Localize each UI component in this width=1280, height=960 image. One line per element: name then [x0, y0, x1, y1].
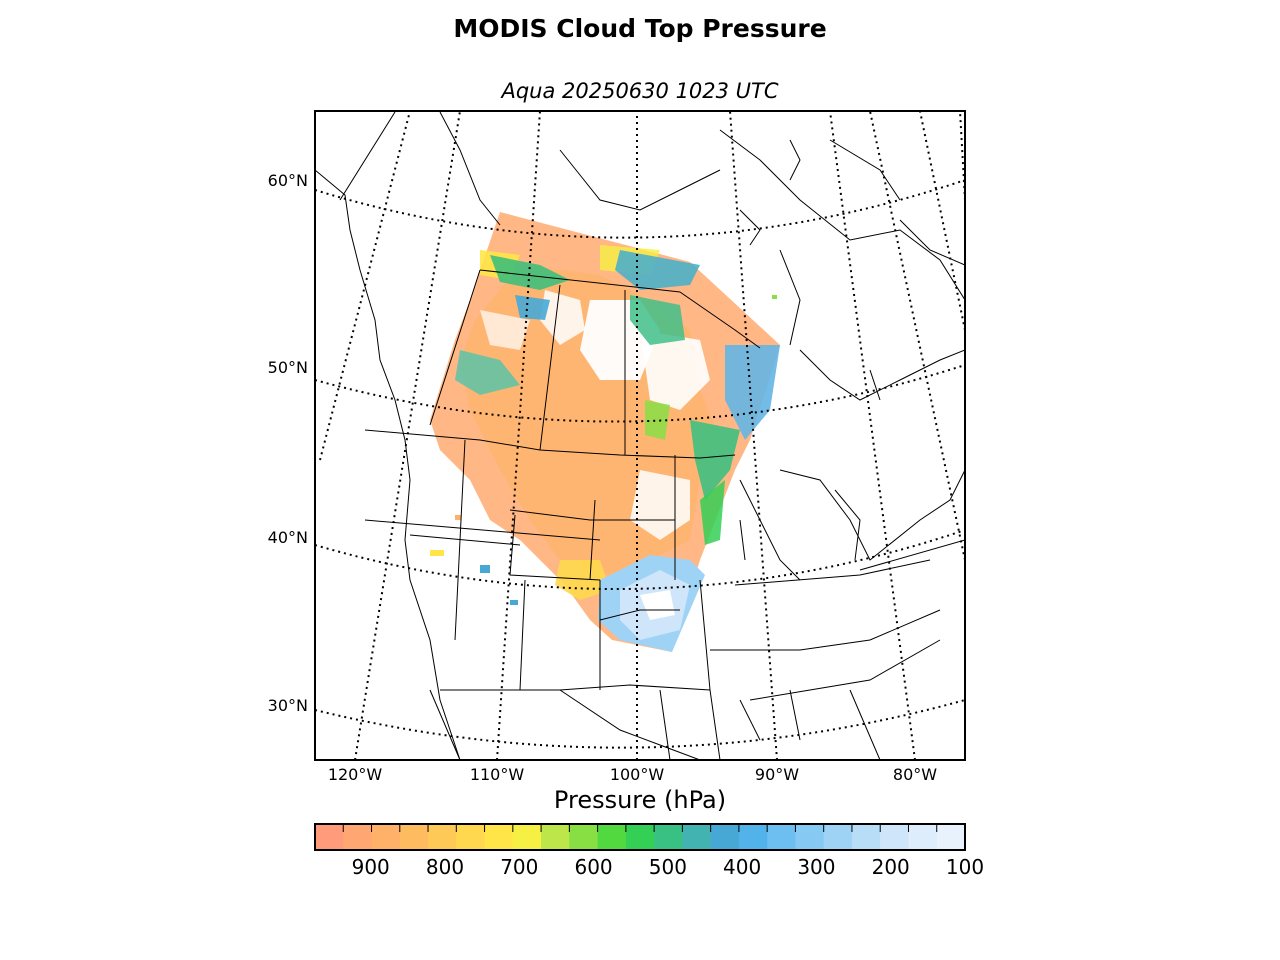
colorbar-segment [315, 824, 344, 850]
colorbar-segment [512, 824, 542, 850]
colorbar-segment [682, 824, 712, 850]
colorbar-frame [314, 823, 966, 851]
colorbar-segment [908, 824, 938, 850]
coastlines-borders [315, 111, 965, 760]
colorbar-segment [851, 824, 881, 850]
colorbar-segment [343, 824, 373, 850]
graticule [315, 111, 965, 760]
colorbar-segment [484, 824, 514, 850]
colorbar-segment [428, 824, 457, 850]
colorbar-tick-label: 700 [500, 855, 538, 879]
lat-label-40: 40°N [268, 528, 308, 547]
lat-label-60: 60°N [268, 171, 308, 190]
lon-label-80: 80°W [893, 765, 937, 784]
colorbar-segment [541, 824, 570, 850]
figure-title: MODIS Cloud Top Pressure [453, 14, 827, 43]
colorbar-tick-label: 200 [872, 855, 910, 879]
colorbar-tick-label: 100 [946, 855, 984, 879]
colorbar-tick-label: 400 [723, 855, 761, 879]
colorbar-segment [880, 824, 910, 850]
colorbar-segment [710, 824, 740, 850]
colorbar-label: Pressure (hPa) [553, 786, 727, 814]
lat-label-50: 50°N [268, 358, 308, 377]
colorbar-tick-label: 800 [426, 855, 464, 879]
colorbar-segment [399, 824, 429, 850]
colorbar-segment [823, 824, 853, 850]
colorbar-tick-label: 600 [574, 855, 612, 879]
colorbar-segment [795, 824, 825, 850]
lon-label-100: 100°W [610, 765, 665, 784]
colorbar: 900 800 700 600 500 400 300 200 100 [314, 823, 984, 879]
figure-subtitle: Aqua 20250630 1023 UTC [501, 79, 779, 103]
colorbar-segment [569, 824, 599, 850]
lon-label-90: 90°W [755, 765, 799, 784]
map-frame [314, 110, 966, 761]
colorbar-tick-label: 300 [797, 855, 835, 879]
colorbar-segment [371, 824, 401, 850]
colorbar-segment [597, 824, 627, 850]
colorbar-segment [654, 824, 683, 850]
map-panel [315, 111, 965, 760]
lon-label-110: 110°W [470, 765, 525, 784]
lat-label-30: 30°N [268, 696, 308, 715]
lon-label-120: 120°W [328, 765, 383, 784]
colorbar-tick-label: 500 [649, 855, 687, 879]
colorbar-segment [936, 824, 966, 850]
colorbar-segment [767, 824, 797, 850]
colorbar-segment [625, 824, 655, 850]
colorbar-segment [738, 824, 768, 850]
colorbar-segment [456, 824, 486, 850]
colorbar-tick-label: 900 [352, 855, 390, 879]
cloud-swath [430, 212, 780, 652]
